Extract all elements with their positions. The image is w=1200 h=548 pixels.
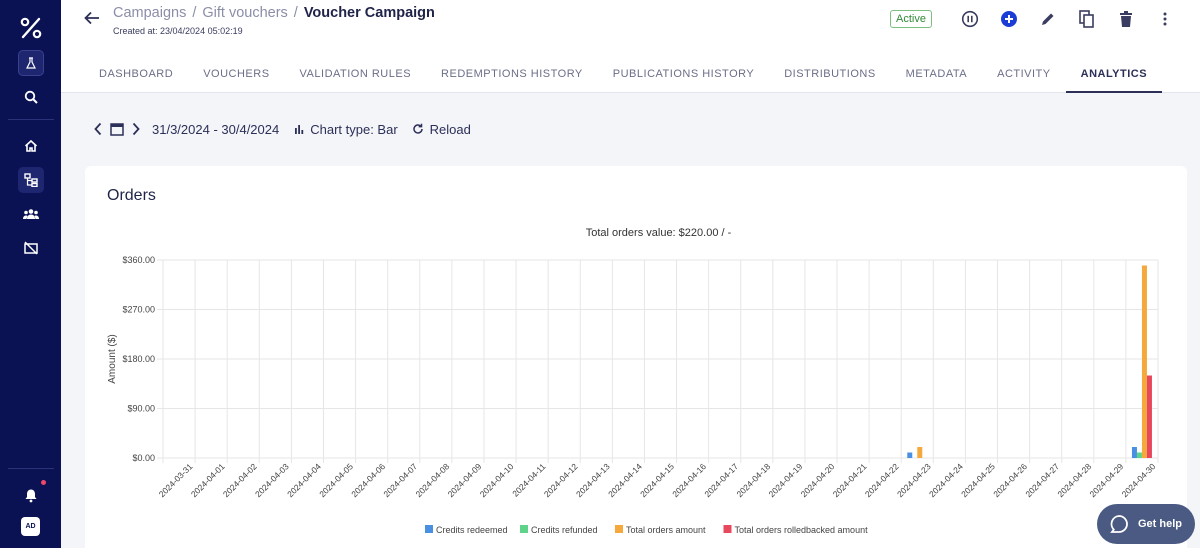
tab-analytics[interactable]: ANALYTICS: [1065, 57, 1163, 93]
beaker-icon[interactable]: [17, 50, 44, 76]
bar: [1141, 265, 1147, 458]
tab-vouchers[interactable]: VOUCHERS: [203, 68, 270, 80]
legend-swatch: [615, 525, 623, 533]
status-badge: Active: [890, 10, 932, 28]
y-tick-label: $0.00: [132, 453, 155, 463]
breadcrumb-gift-vouchers[interactable]: Gift vouchers: [202, 5, 288, 21]
legend-swatch: [723, 525, 732, 533]
more-vertical-icon[interactable]: [1152, 8, 1178, 30]
pause-icon[interactable]: [957, 8, 983, 30]
reload-button[interactable]: Reload: [429, 121, 471, 137]
chart-type-selector[interactable]: Chart type: Bar: [310, 121, 398, 137]
bell-icon[interactable]: [18, 480, 46, 508]
tab-dashboard[interactable]: DASHBOARD: [99, 68, 174, 80]
sidebar-divider: [7, 119, 54, 120]
chart-title: Total orders value: $220.00 / -: [586, 227, 732, 239]
created-at-text: Created at: 23/04/2024 05:02:19: [113, 26, 243, 36]
hierarchy-icon[interactable]: [17, 167, 44, 193]
y-tick-label: $180.00: [122, 354, 155, 364]
breadcrumb-separator: /: [293, 5, 298, 21]
x-tick-label: 2024-04-30: [1120, 461, 1158, 499]
tab-redemptions-history[interactable]: REDEMPTIONS HISTORY: [441, 68, 583, 80]
tab-metadata[interactable]: METADATA: [905, 68, 968, 80]
breadcrumb-separator: /: [192, 5, 197, 21]
sidebar: AD: [0, 0, 61, 548]
copy-icon[interactable]: [1074, 8, 1100, 30]
x-tick-label: 2024-04-10: [478, 461, 516, 499]
legend-swatch: [520, 525, 528, 533]
tab-bar: DASHBOARD VOUCHERS VALIDATION RULES REDE…: [84, 57, 1163, 93]
bar: [1146, 375, 1152, 458]
avatar[interactable]: AD: [21, 517, 40, 536]
legend-label: Total orders amount: [626, 525, 706, 535]
orders-chart: Total orders value: $220.00 / - $0.00 $90.…: [107, 227, 1159, 535]
search-icon[interactable]: [18, 84, 44, 110]
get-help-label: Get help: [1138, 518, 1183, 530]
orders-card: Orders Total orders value: $220.00 / - $0…: [85, 166, 1187, 548]
date-range[interactable]: 31/3/2024 - 30/4/2024: [152, 121, 280, 137]
get-help-button[interactable]: Get help: [1097, 504, 1195, 544]
chevron-left-icon[interactable]: [90, 121, 106, 137]
breadcrumb-campaigns[interactable]: Campaigns: [113, 5, 187, 21]
sidebar-bottom: AD: [0, 459, 61, 536]
add-icon[interactable]: [996, 8, 1022, 30]
bar: [1136, 452, 1142, 458]
trash-icon[interactable]: [1113, 8, 1139, 30]
page-title: Voucher Campaign: [303, 5, 435, 21]
tab-distributions[interactable]: DISTRIBUTIONS: [784, 68, 876, 80]
tab-publications-history[interactable]: PUBLICATIONS HISTORY: [612, 68, 755, 80]
bar: [1131, 447, 1137, 458]
voucher-icon[interactable]: [18, 235, 44, 261]
y-axis-label: Amount ($): [107, 334, 118, 383]
header-actions: Active: [890, 8, 1178, 30]
calendar-icon[interactable]: [109, 121, 125, 137]
bar: [907, 452, 913, 458]
legend-label: Total orders rolledbacked amount: [735, 525, 869, 535]
percent-logo-icon[interactable]: [17, 14, 45, 42]
users-icon[interactable]: [18, 201, 44, 227]
notification-dot: [40, 480, 46, 485]
card-title: Orders: [107, 187, 156, 204]
breadcrumb: Campaigns / Gift vouchers / Voucher Campaign: [113, 5, 435, 21]
analytics-toolbar: 31/3/2024 - 30/4/2024 Chart type: Bar Re…: [90, 121, 471, 137]
page-header: Campaigns / Gift vouchers / Voucher Campaign…: [61, 0, 1200, 93]
chevron-right-icon[interactable]: [128, 121, 144, 137]
home-icon[interactable]: [18, 133, 44, 159]
chat-bubble-icon: [1110, 515, 1128, 533]
legend-label: Credits refunded: [531, 525, 598, 535]
bar: [917, 447, 923, 458]
y-tick-label: $270.00: [122, 305, 155, 315]
y-tick-label: $360.00: [122, 255, 155, 265]
legend-swatch: [425, 525, 433, 533]
bar-chart-icon: [291, 121, 307, 137]
reload-icon[interactable]: [410, 121, 426, 137]
sidebar-divider-bottom: [7, 468, 54, 469]
legend-label: Credits redeemed: [436, 525, 508, 535]
edit-icon[interactable]: [1035, 8, 1061, 30]
tab-activity[interactable]: ACTIVITY: [997, 68, 1051, 80]
back-arrow-icon[interactable]: [83, 9, 105, 29]
tab-validation-rules[interactable]: VALIDATION RULES: [299, 68, 412, 80]
y-tick-label: $90.00: [127, 404, 155, 414]
